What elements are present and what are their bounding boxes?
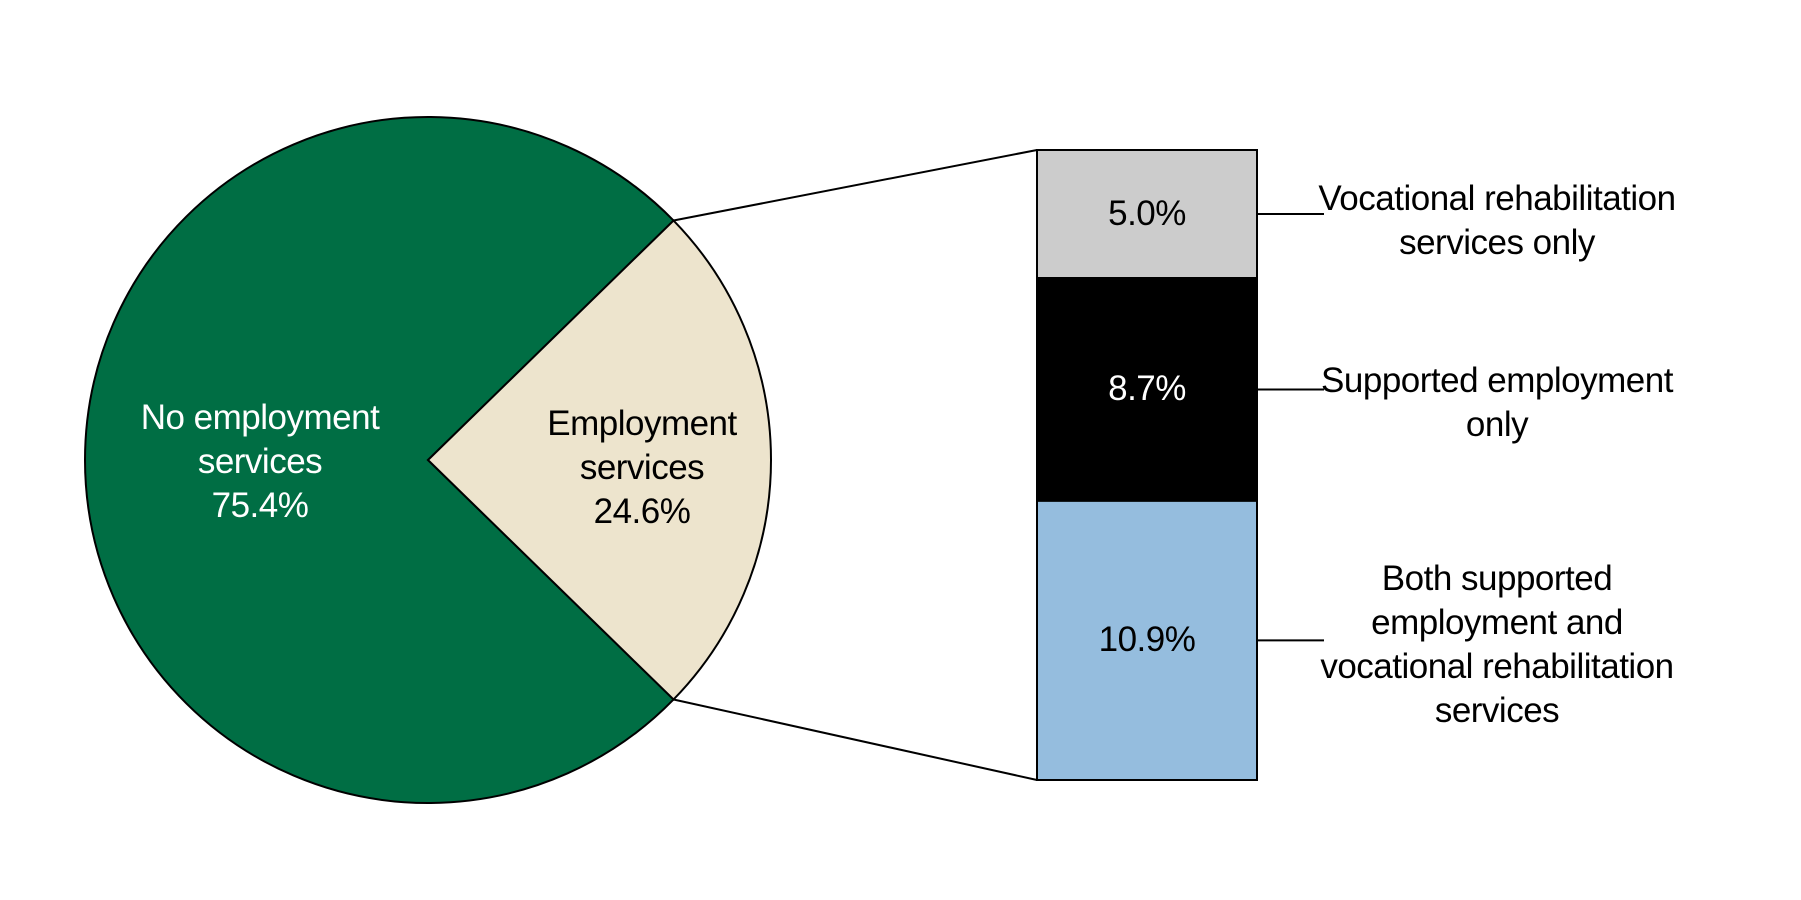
connector-line-bottom xyxy=(673,698,1038,781)
pie-slice-label-no-employment-services: No employment services 75.4% xyxy=(140,398,380,525)
bar-segment-value-vocational-rehab-only: 5.0% xyxy=(1108,194,1186,234)
connector-line-top xyxy=(673,149,1038,222)
bar-segment-value-supported-employment-only: 8.7% xyxy=(1108,369,1186,409)
bar-segment-value-both-services: 10.9% xyxy=(1098,620,1196,660)
pie-slice-no-employment-services xyxy=(84,116,675,804)
category-label-both-services: Both supported employment and vocational… xyxy=(1320,559,1674,730)
category-label-supported-employment-only: Supported employment only xyxy=(1321,361,1673,444)
bar-segment-2 xyxy=(1036,499,1258,781)
pie-slice-employment-services xyxy=(426,219,772,701)
category-label-vocational-rehab-only: Vocational rehabilitation services only xyxy=(1318,179,1676,262)
bar-segment-1 xyxy=(1036,277,1258,502)
pie-slice-label-employment-services: Employment services 24.6% xyxy=(547,404,737,531)
